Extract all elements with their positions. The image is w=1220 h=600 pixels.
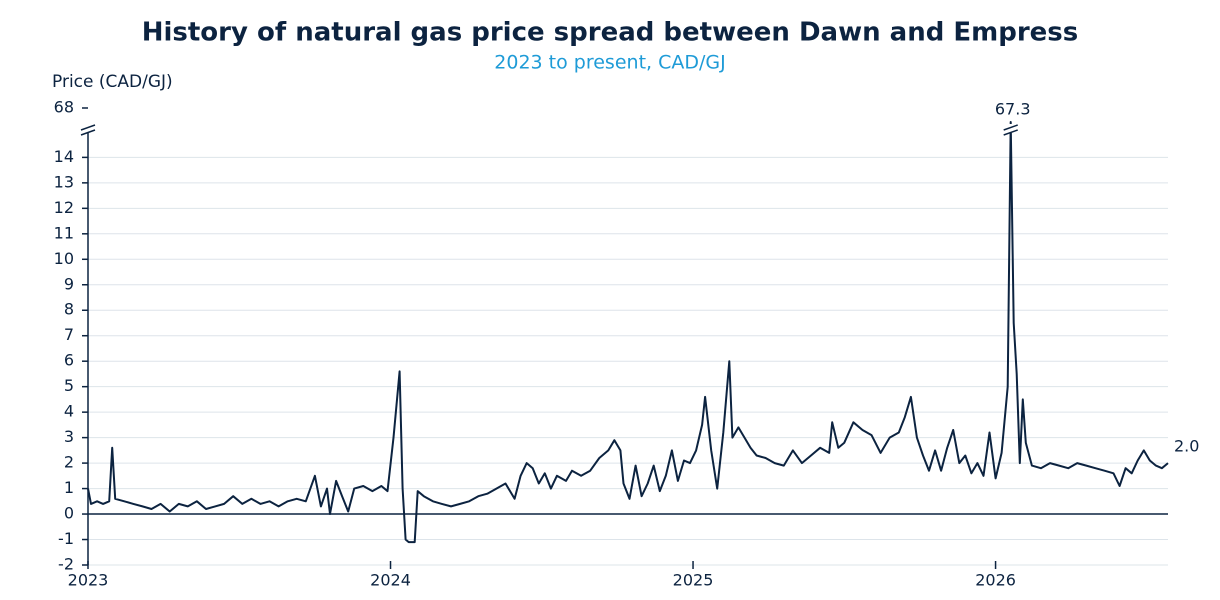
axis-break-gap	[78, 124, 98, 133]
x-tick-label: 2025	[673, 571, 714, 590]
y-tick-label: 12	[54, 198, 74, 217]
y-tick-label: 3	[64, 427, 74, 446]
y-tick-label: 9	[64, 274, 74, 293]
y-tick-label: -1	[58, 529, 74, 548]
y-tick-label: 5	[64, 376, 74, 395]
x-tick-label: 2023	[68, 571, 109, 590]
y-tick-label: 7	[64, 325, 74, 344]
spike-break-gap	[1000, 124, 1021, 133]
y-tick-label: 11	[54, 223, 74, 242]
y-axis-label: Price (CAD/GJ)	[52, 72, 173, 92]
y-tick-label: 68	[54, 98, 74, 117]
y-tick-label: 1	[64, 478, 74, 497]
y-tick-label: 8	[64, 300, 74, 319]
chart-subtitle: 2023 to present, CAD/GJ	[494, 52, 725, 74]
y-tick-label: 13	[54, 172, 74, 191]
y-tick-label: 14	[54, 147, 74, 166]
y-tick-label: -2	[58, 555, 74, 574]
price-line	[87, 121, 1169, 544]
spike-break	[1003, 124, 1018, 136]
x-tick-label: 2024	[370, 571, 411, 590]
y-tick-label: 0	[64, 504, 74, 523]
y-tick-label: 6	[64, 351, 74, 370]
y-tick-label: 10	[54, 249, 74, 268]
x-tick-label: 2026	[975, 571, 1016, 590]
chart-title: History of natural gas price spread betw…	[142, 18, 1079, 48]
axis-break	[80, 124, 96, 136]
y-tick-label: 4	[64, 402, 74, 421]
y-tick-label: 2	[64, 453, 74, 472]
annotation: 2.0	[1174, 437, 1199, 456]
annotation: 67.3	[995, 100, 1031, 119]
